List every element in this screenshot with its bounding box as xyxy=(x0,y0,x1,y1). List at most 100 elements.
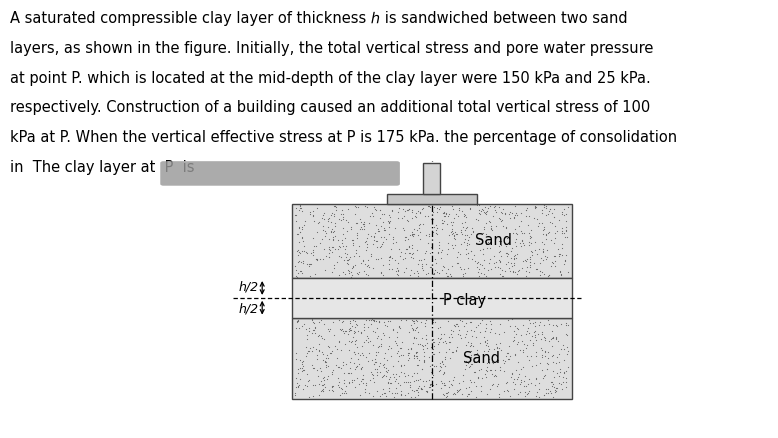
Point xyxy=(297,260,310,267)
Point xyxy=(408,378,420,385)
Point xyxy=(465,361,478,368)
Point xyxy=(345,323,358,330)
Text: in  The clay layer at  P  is: in The clay layer at P is xyxy=(10,160,194,175)
Point xyxy=(347,262,359,269)
Point xyxy=(317,211,329,218)
Point xyxy=(561,350,573,357)
Point xyxy=(540,230,552,237)
Point xyxy=(503,234,515,241)
Point xyxy=(387,233,399,240)
Point xyxy=(293,203,306,210)
Point xyxy=(303,273,316,280)
Point xyxy=(423,383,436,390)
Point xyxy=(529,323,541,330)
Point xyxy=(425,263,437,270)
Point xyxy=(427,319,440,326)
Point xyxy=(489,330,501,337)
Point xyxy=(524,259,536,266)
Point xyxy=(407,325,419,332)
Point xyxy=(449,322,461,329)
Point xyxy=(300,335,313,342)
Point xyxy=(428,269,440,276)
Point xyxy=(368,379,380,386)
Point xyxy=(517,377,530,384)
Point xyxy=(426,240,438,247)
Point xyxy=(289,391,302,398)
Point xyxy=(524,253,536,260)
Point xyxy=(359,379,372,386)
Point xyxy=(345,273,357,280)
Point xyxy=(510,243,523,250)
Point xyxy=(542,229,555,236)
Point xyxy=(545,236,558,243)
Point xyxy=(296,362,309,369)
Point xyxy=(292,258,304,265)
Text: Sand: Sand xyxy=(475,233,512,248)
Point xyxy=(411,386,423,393)
Point xyxy=(524,263,537,270)
Point xyxy=(385,380,398,387)
Point xyxy=(527,260,540,267)
Point xyxy=(347,333,359,340)
Point xyxy=(381,322,394,329)
Point xyxy=(320,229,332,236)
Point xyxy=(554,269,566,276)
Point xyxy=(324,219,337,226)
Point xyxy=(416,266,429,273)
Point xyxy=(450,320,463,327)
Point xyxy=(339,254,352,261)
Point xyxy=(412,377,424,384)
Point xyxy=(420,335,433,342)
Point xyxy=(399,208,412,215)
Point xyxy=(331,346,343,353)
Point xyxy=(459,352,471,359)
Point xyxy=(538,256,550,263)
Point xyxy=(471,349,483,356)
Point xyxy=(317,351,329,358)
Point xyxy=(427,351,440,358)
Point xyxy=(425,381,437,388)
Point xyxy=(398,233,411,240)
Point xyxy=(415,260,428,267)
Point xyxy=(461,242,473,249)
Point xyxy=(533,393,545,400)
Point xyxy=(384,318,396,325)
Point xyxy=(555,245,568,252)
Point xyxy=(404,379,416,386)
Point xyxy=(360,238,373,245)
Point xyxy=(496,205,509,212)
Point xyxy=(407,339,419,346)
Point xyxy=(458,269,471,276)
Point xyxy=(552,337,564,344)
Point xyxy=(410,349,422,356)
Point xyxy=(506,370,518,377)
Point xyxy=(546,334,559,341)
Point xyxy=(397,205,409,212)
Point xyxy=(394,388,407,395)
Point xyxy=(548,230,561,237)
Point xyxy=(514,218,527,225)
Point xyxy=(480,241,492,248)
Point xyxy=(411,348,423,355)
Point xyxy=(449,236,461,243)
Point xyxy=(442,389,454,396)
Point xyxy=(543,271,555,278)
Point xyxy=(533,321,545,328)
Point xyxy=(377,332,390,339)
Point xyxy=(510,271,523,278)
Point xyxy=(349,250,362,257)
Point xyxy=(306,348,318,355)
Point xyxy=(391,267,404,274)
Point xyxy=(537,374,549,381)
Point xyxy=(455,226,468,233)
Point xyxy=(422,353,435,360)
Point xyxy=(366,316,379,323)
Point xyxy=(436,360,449,367)
Point xyxy=(436,357,448,364)
Point xyxy=(402,235,415,242)
Point xyxy=(480,325,492,332)
Point xyxy=(473,353,485,360)
Point xyxy=(440,393,452,400)
Point xyxy=(559,378,572,385)
Point xyxy=(459,235,471,242)
